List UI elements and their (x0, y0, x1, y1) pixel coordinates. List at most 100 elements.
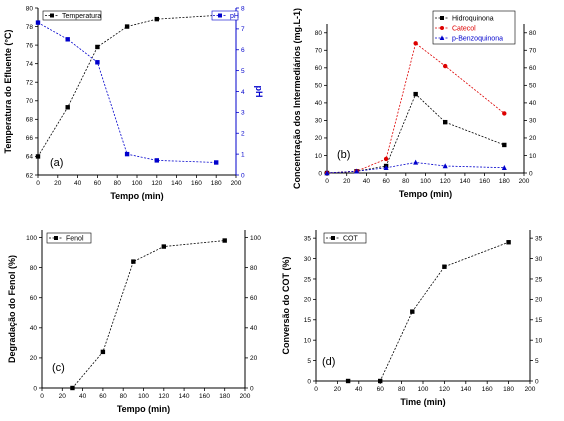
y-tick-label: 0 (307, 378, 311, 385)
y-mirror-tick-label: 20 (535, 297, 543, 304)
data-point (443, 119, 448, 125)
y-tick-label: 10 (315, 153, 323, 160)
data-point (95, 60, 100, 65)
y-mirror-tick-label: 60 (529, 65, 537, 72)
data-point (95, 44, 100, 50)
x-tick-label: 80 (402, 178, 410, 185)
y2-tick-label: 7 (241, 26, 245, 33)
series-line-2 (326, 162, 505, 174)
x-tick-label: 140 (459, 178, 470, 185)
data-point (222, 238, 227, 243)
y-mirror-tick-label: 0 (529, 170, 533, 177)
y-tick-label: 70 (315, 48, 323, 55)
x-tick-label: 160 (199, 393, 210, 400)
y-mirror-tick-label: 20 (529, 135, 537, 142)
data-point (70, 385, 75, 391)
y-mirror-tick-label: 50 (529, 83, 537, 90)
x-tick-label: 200 (231, 180, 242, 187)
legend-label: COT (343, 236, 359, 243)
chart-panel-4: 0 20 40 60 80 100 120 140 160 180 2000510152025303… (281, 230, 543, 407)
panel-label: (a) (50, 157, 63, 169)
y-mirror-tick-label: 25 (535, 276, 543, 283)
y-tick-label: 80 (315, 30, 323, 37)
data-point (442, 163, 448, 169)
x-tick-label: 80 (120, 393, 128, 400)
x-tick-label: 100 (138, 393, 149, 400)
y-tick-label: 30 (315, 118, 323, 125)
y-tick-label: 60 (315, 65, 323, 72)
y-mirror-tick-label: 35 (535, 235, 543, 242)
y-mirror-tick-label: 10 (535, 337, 543, 344)
series-line-0 (72, 240, 225, 389)
y2-axis-title: pH (254, 86, 264, 98)
x-axis-title: Tempo (min) (110, 191, 163, 201)
y2-tick-label: 4 (241, 89, 245, 96)
panel-label: (d) (322, 356, 335, 368)
data-point (35, 20, 41, 25)
y-tick-label: 80 (30, 265, 38, 272)
data-point (100, 349, 106, 355)
data-point (154, 16, 159, 22)
x-tick-label: 200 (525, 386, 536, 393)
data-point (442, 264, 447, 269)
y-tick-label: 20 (315, 135, 323, 142)
x-tick-label: 140 (171, 180, 182, 187)
y-tick-label: 72 (26, 80, 34, 87)
x-tick-label: 0 (325, 178, 329, 185)
y-tick-label: 68 (26, 117, 34, 124)
legend-box (432, 10, 516, 45)
y-mirror-tick-label: 5 (535, 358, 539, 365)
x-tick-label: 40 (355, 386, 363, 393)
x-tick-label: 20 (343, 178, 351, 185)
y2-tick-label: 3 (241, 110, 245, 117)
data-point (124, 151, 130, 157)
x-tick-label: 80 (398, 386, 406, 393)
x-tick-label: 140 (460, 386, 471, 393)
y-tick-label: 62 (26, 172, 34, 179)
legend-box (46, 232, 92, 244)
y-tick-label: 10 (304, 337, 312, 344)
x-tick-label: 160 (479, 178, 490, 185)
data-point (131, 259, 136, 264)
y2-tick-label: 5 (241, 68, 245, 75)
y2-tick-label: 2 (241, 131, 245, 138)
y-mirror-tick-label: 80 (529, 30, 537, 37)
data-point (354, 168, 360, 174)
x-tick-label: 20 (59, 393, 67, 400)
x-tick-label: 20 (54, 180, 62, 187)
x-tick-label: 200 (240, 393, 251, 400)
data-point (443, 63, 448, 69)
x-tick-label: 120 (439, 386, 450, 393)
legend-label: pH (230, 13, 239, 20)
y-tick-label: 50 (315, 83, 323, 90)
x-tick-label: 80 (114, 180, 122, 187)
y-mirror-tick-label: 40 (250, 325, 258, 332)
data-point (345, 378, 351, 384)
y2-tick-label: 0 (241, 172, 245, 179)
x-tick-label: 60 (382, 178, 390, 185)
legend-label: p-Benzoquinona (452, 36, 503, 43)
y-mirror-tick-label: 15 (535, 317, 543, 324)
x-tick-label: 180 (211, 180, 222, 187)
y-tick-label: 76 (26, 42, 34, 49)
y-mirror-tick-label: 30 (529, 118, 537, 125)
chart-panel-2: 0 20 40 60 80 100 120 140 160 180 2000102030405060… (292, 8, 537, 199)
x-tick-label: 120 (151, 180, 162, 187)
y-tick-label: 70 (26, 98, 34, 105)
y-mirror-tick-label: 10 (529, 153, 537, 160)
x-tick-label: 100 (420, 178, 431, 185)
data-point (214, 160, 219, 165)
x-tick-label: 40 (79, 393, 87, 400)
y-mirror-tick-label: 0 (250, 385, 254, 392)
x-tick-label: 60 (99, 393, 107, 400)
y-tick-label: 5 (307, 358, 311, 365)
data-point (413, 159, 419, 165)
y2-tick-label: 1 (241, 151, 245, 158)
data-point (413, 91, 418, 97)
data-point (65, 37, 70, 42)
y-mirror-tick-label: 100 (250, 235, 261, 242)
y-axis-title: Degradação do Fenol (%) (7, 255, 17, 363)
x-tick-label: 200 (519, 178, 530, 185)
x-axis-title: Tempo (min) (399, 189, 452, 199)
